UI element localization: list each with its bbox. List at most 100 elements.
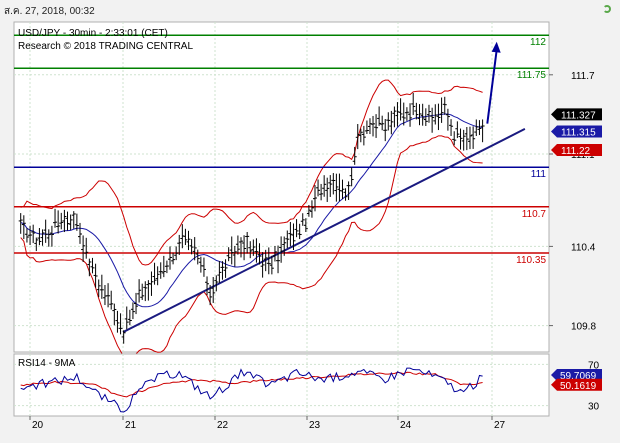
price-bar: [248, 241, 253, 259]
reload-icon[interactable]: [603, 5, 611, 13]
price-bar: [65, 211, 70, 231]
price-bar: [238, 237, 243, 258]
price-bar: [18, 213, 23, 234]
price-bar: [152, 262, 157, 285]
price-bar: [143, 281, 148, 302]
price-bar: [352, 146, 357, 165]
price-bar: [328, 175, 333, 197]
x-tick-label: 27: [494, 420, 506, 431]
price-bar: [93, 263, 98, 288]
price-bar: [96, 279, 101, 298]
rsi-axis: 70 30: [588, 360, 600, 412]
price-bar: [361, 125, 366, 146]
price-bar: [442, 96, 447, 115]
price-bar: [251, 239, 256, 256]
price-bar: [34, 237, 39, 252]
price-bar: [436, 103, 441, 131]
price-bar: [294, 219, 299, 238]
price-bar: [316, 179, 321, 197]
price-bar: [24, 228, 29, 243]
price-bar: [480, 119, 485, 143]
forecast-arrow-layer: [486, 41, 501, 124]
price-bar: [340, 179, 345, 200]
price-bar: [386, 112, 391, 131]
price-bar: [74, 213, 79, 231]
price-bar: [461, 129, 466, 151]
price-bar: [455, 121, 460, 139]
forecast-arrow-shaft: [486, 49, 498, 124]
price-bar: [331, 173, 336, 195]
x-tick-label: 21: [125, 420, 137, 431]
level-label-111: 111: [531, 169, 547, 180]
rsi-line: [20, 367, 483, 413]
price-bar: [211, 277, 216, 303]
bollinger-upper-band: [20, 79, 483, 266]
price-bar: [68, 214, 73, 230]
price-bar: [343, 188, 348, 201]
price-bar: [371, 115, 376, 137]
x-tick-label: 20: [32, 420, 44, 431]
price-bar: [349, 167, 354, 187]
x-tick-label: 23: [309, 420, 321, 431]
price-bar: [118, 313, 123, 335]
price-bar: [471, 126, 476, 149]
price-bar: [217, 261, 222, 283]
price-bar: [445, 108, 450, 131]
price-bar: [467, 126, 472, 150]
level-label-111.75: 111.75: [517, 70, 547, 81]
price-bar: [87, 258, 92, 277]
price-bar: [276, 245, 281, 274]
price-bar: [21, 215, 26, 240]
price-bar: [49, 225, 54, 247]
price-bar: [374, 114, 379, 138]
price-bar: [319, 183, 324, 201]
price-bar: [263, 249, 268, 272]
price-bar: [411, 92, 416, 116]
price-bar: [306, 204, 311, 217]
price-bar: [106, 283, 111, 308]
price-bar: [260, 252, 265, 278]
price-bar: [189, 239, 194, 255]
price-bar: [309, 200, 314, 218]
price-bar: [186, 230, 191, 251]
price-bars: [18, 92, 485, 344]
price-bar: [474, 119, 479, 136]
rsi-lines: [20, 367, 483, 413]
price-bar: [297, 223, 302, 240]
price-bar: [449, 119, 454, 137]
rsi-value-tag-red: 50.1619: [551, 378, 602, 392]
price-bar: [254, 238, 259, 263]
x-tick-label: 24: [400, 420, 412, 431]
price-bar: [355, 124, 360, 150]
price-bar: [417, 104, 422, 126]
price-bar: [149, 271, 154, 296]
price-bar: [282, 236, 287, 256]
rsi-grid: [14, 354, 549, 416]
price-tag-blue: 111.315: [551, 125, 602, 139]
rsi-tick-label: 70: [588, 360, 600, 371]
price-bar: [389, 110, 394, 135]
price-bar: [90, 257, 95, 274]
price-bar: [383, 118, 388, 142]
price-bar: [279, 236, 284, 263]
rsi-panel: RSI14 - 9MA: [13, 353, 550, 417]
price-bar: [109, 290, 114, 310]
timestamp: ส.ค. 27, 2018, 00:32: [4, 6, 95, 17]
price-bar: [62, 209, 67, 233]
instrument-title: USD/JPY - 30min - 2:33:01 (CET): [18, 28, 168, 39]
price-bar: [208, 285, 213, 306]
price-bar: [174, 246, 179, 261]
price-bar: [408, 103, 413, 127]
price-bar: [433, 104, 438, 125]
moving-average: [20, 113, 483, 308]
price-bar: [458, 128, 463, 150]
price-bar: [121, 330, 126, 344]
svg-text:111.22: 111.22: [561, 146, 591, 157]
price-bar: [183, 228, 188, 246]
price-bar: [380, 115, 385, 131]
price-bar: [220, 261, 225, 280]
price-bar: [77, 222, 82, 244]
trendline-layer: [122, 128, 526, 334]
